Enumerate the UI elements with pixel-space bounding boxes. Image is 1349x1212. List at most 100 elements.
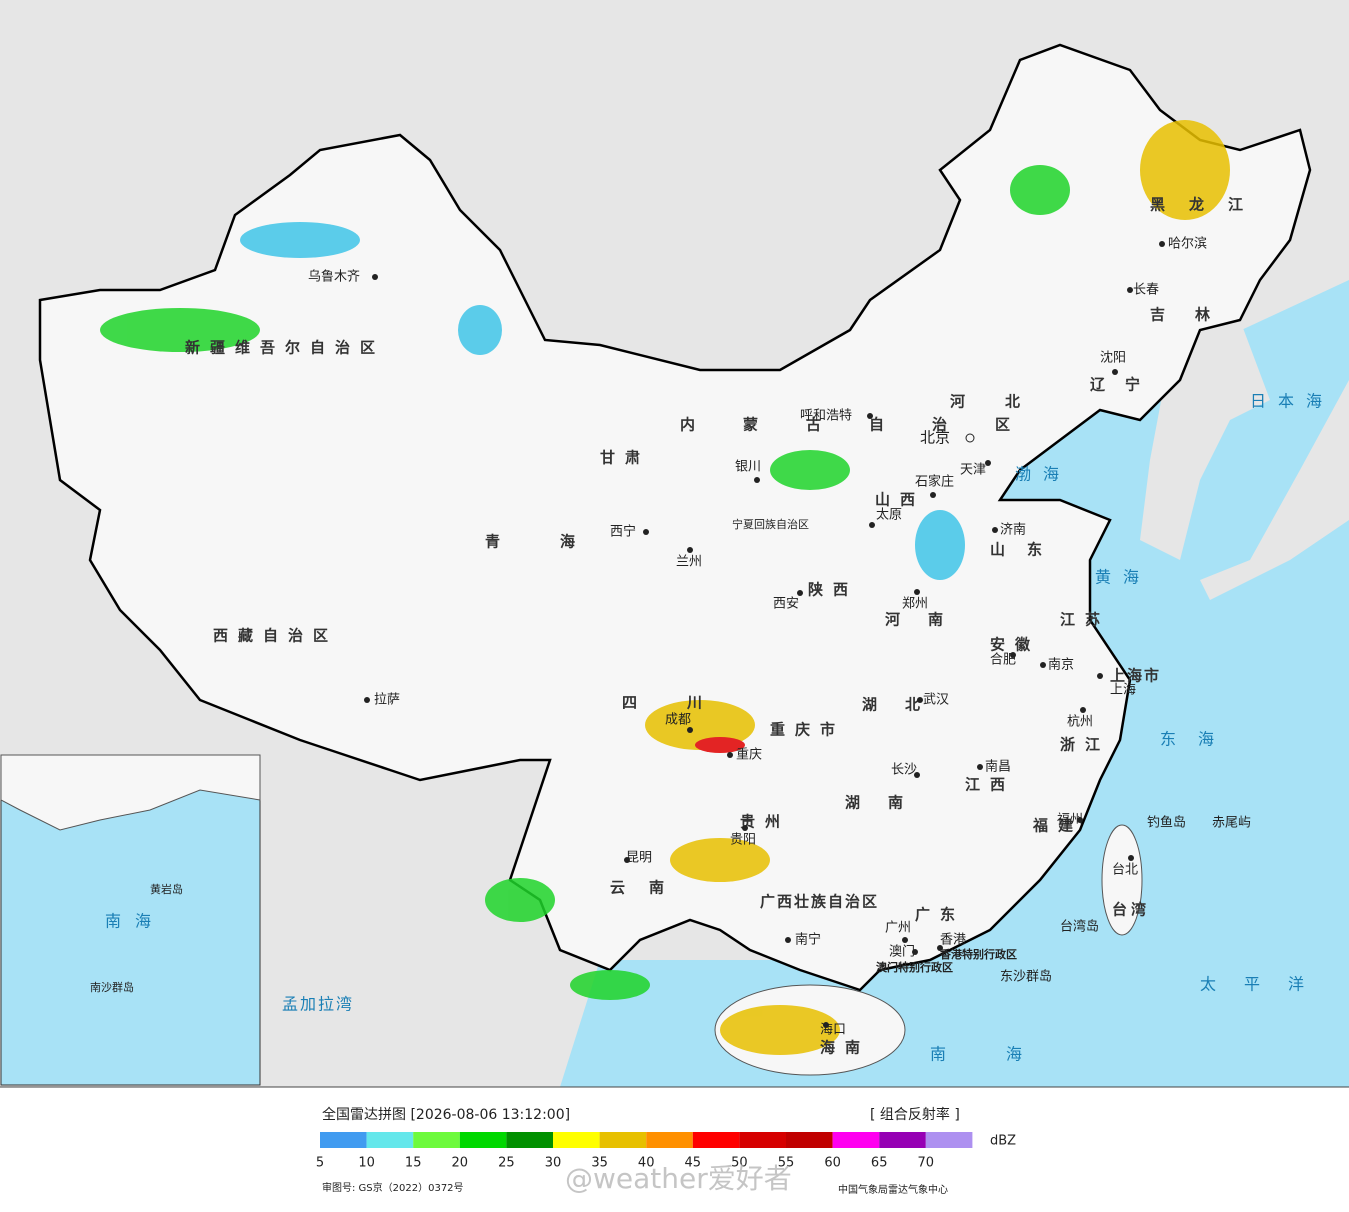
japan: [1200, 380, 1349, 600]
city-dot: [912, 949, 918, 955]
city-label: 长沙: [891, 763, 917, 778]
colorbar-tick-label: 30: [545, 1156, 562, 1171]
colorbar-tick-label: 35: [591, 1156, 608, 1171]
city-label: 兰州: [676, 555, 702, 570]
city-dot: [869, 522, 875, 528]
region-label: 贵州: [740, 813, 790, 831]
colorbar-swatch: [692, 1132, 740, 1148]
city-dot: [687, 727, 693, 733]
region-label: 澳门特别行政区: [876, 960, 953, 974]
approval-number: 审图号: GS京（2022）0372号: [322, 1181, 464, 1194]
region-labels: 新疆维吾尔自治区 西藏自治区 青海 甘肃 内蒙古自治区 黑龙江 吉林 辽宁 河北…: [185, 196, 1243, 1057]
south-china-sea-inset: 南海 黄岩岛 南沙群岛: [0, 754, 261, 1086]
city-label: 北京: [920, 429, 950, 447]
region-label: 四川: [622, 694, 752, 712]
inset-label: 南海: [105, 912, 165, 931]
colorbar-swatch: [739, 1132, 786, 1148]
city-label: 福州: [1057, 813, 1083, 828]
colorbar-swatch: [366, 1132, 414, 1148]
colorbar-tick-label: 65: [871, 1156, 888, 1171]
region-label: 吉林: [1150, 306, 1240, 324]
region-label: 甘肃: [600, 449, 650, 467]
island-label: 钓鱼岛: [1147, 815, 1186, 831]
city-dot: [1128, 855, 1134, 861]
city-label: 济南: [1000, 522, 1026, 538]
city-label: 昆明: [626, 851, 652, 866]
colorbar-tick-label: 45: [685, 1156, 702, 1171]
city-label: 重庆: [736, 747, 762, 763]
radar-echo: [485, 878, 555, 922]
region-label: 辽宁: [1090, 376, 1160, 394]
colorbar-swatch: [832, 1132, 880, 1148]
radar-echo: [1010, 165, 1070, 215]
radar-echo: [240, 222, 360, 258]
colorbar-tick-label: 50: [731, 1156, 748, 1171]
city-dot: [985, 460, 991, 466]
sea-label: 东海: [1160, 730, 1236, 749]
city-label: 台北: [1112, 863, 1138, 878]
region-label: 山西: [875, 491, 925, 509]
city-label: 太原: [876, 508, 902, 523]
city-dot: [977, 764, 983, 770]
colorbar-tick-label: 40: [638, 1156, 655, 1171]
colorbar-tick-label: 15: [405, 1156, 422, 1171]
city-dot: [867, 413, 873, 419]
city-dot: [643, 529, 649, 535]
city-label: 南宁: [795, 932, 821, 948]
city-dot: [797, 590, 803, 596]
source: 中国气象局雷达气象中心: [838, 1183, 948, 1196]
colorbar-swatch: [646, 1132, 693, 1148]
city-dot: [1010, 652, 1016, 658]
colorbar-swatch: [320, 1132, 367, 1148]
city-label: 上海: [1110, 683, 1136, 698]
city-label: 哈尔滨: [1168, 236, 1207, 252]
colorbar-swatch: [553, 1132, 600, 1148]
colorbar-tick-label: 10: [358, 1156, 375, 1171]
city-label: 天津: [960, 463, 986, 478]
city-label: 成都: [665, 713, 691, 728]
city-dot: [902, 937, 908, 943]
inset-label: 南沙群岛: [90, 980, 134, 994]
city-dot: [785, 937, 791, 943]
region-label: 山东: [990, 541, 1064, 559]
sea-label: 南海: [930, 1045, 1082, 1064]
city-label: 郑州: [902, 597, 928, 612]
radar-echo: [100, 308, 260, 352]
city-dot: [917, 697, 923, 703]
city-dot: [687, 547, 693, 553]
city-dot: [372, 274, 378, 280]
radar-echo: [720, 1005, 840, 1055]
city-labels: 乌鲁木齐 拉萨 西宁 兰州 银川 呼和浩特 北京 天津 石家庄 太原 济南 郑州…: [308, 236, 1207, 1038]
city-dot: [727, 752, 733, 758]
city-label: 长春: [1133, 283, 1159, 298]
island-label: 赤尾屿: [1212, 816, 1251, 831]
inset-label: 黄岩岛: [150, 882, 183, 896]
radar-echo: [695, 737, 745, 753]
city-label: 石家庄: [915, 474, 954, 490]
city-label: 南昌: [985, 759, 1011, 775]
taiwan-island: [1101, 824, 1143, 936]
region-label: 台湾: [1112, 901, 1150, 919]
city-dot: [930, 492, 936, 498]
radar-echo: [570, 970, 650, 1000]
colorbar-swatch: [506, 1132, 553, 1148]
city-label: 西宁: [610, 524, 636, 540]
region-label: 香港特别行政区: [939, 947, 1017, 961]
city-dot: [914, 772, 920, 778]
radar-echo: [915, 510, 965, 580]
city-label: 香港: [940, 933, 966, 948]
radar-echo: [670, 838, 770, 882]
region-label: 湖北: [862, 696, 948, 714]
china-outline: [38, 43, 1312, 992]
city-dot: [823, 1022, 829, 1028]
region-label: 青海: [485, 533, 635, 551]
region-label: 浙江: [1060, 736, 1110, 754]
sea-label: 太平洋: [1200, 975, 1332, 994]
city-dot: [992, 527, 998, 533]
region-label: 河南: [885, 611, 971, 629]
region-label: 重庆市: [770, 721, 845, 739]
region-label: 新疆维吾尔自治区: [185, 339, 385, 357]
region-label: 广东: [915, 906, 965, 924]
sea-label: 黄海: [1095, 568, 1151, 587]
